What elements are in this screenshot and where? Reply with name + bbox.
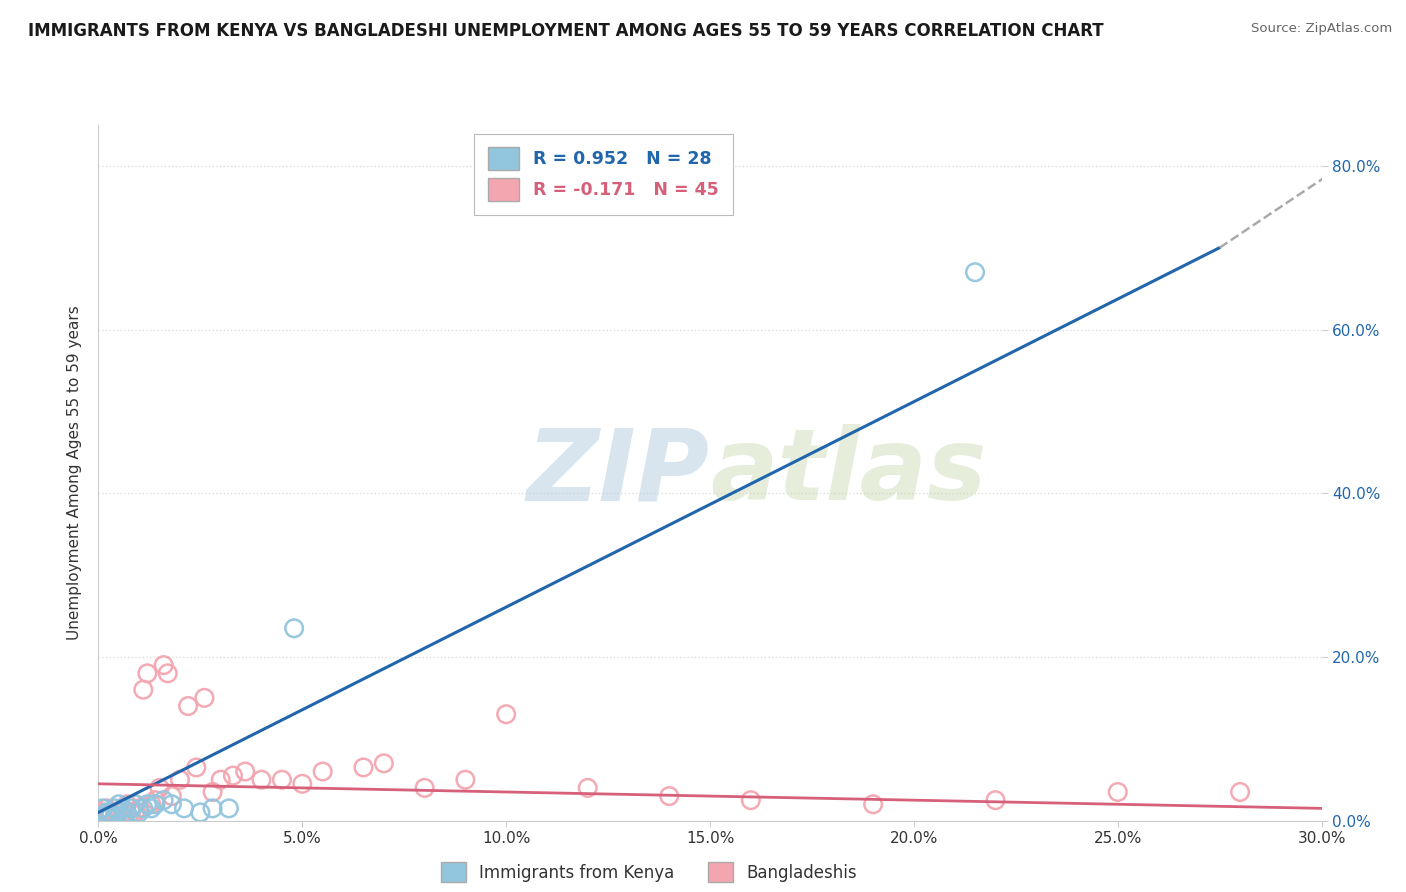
- Point: [149, 780, 172, 795]
- Point: [156, 666, 179, 681]
- Point: [124, 805, 146, 820]
- Point: [576, 780, 599, 795]
- Point: [108, 797, 131, 812]
- Point: [111, 801, 134, 815]
- Point: [124, 797, 146, 812]
- Point: [1229, 785, 1251, 799]
- Point: [413, 780, 436, 795]
- Point: [104, 809, 127, 823]
- Point: [233, 764, 256, 779]
- Point: [96, 805, 118, 820]
- Point: [169, 772, 191, 787]
- Point: [141, 801, 163, 815]
- Point: [124, 797, 146, 812]
- Point: [188, 805, 212, 820]
- Legend: Immigrants from Kenya, Bangladeshis: Immigrants from Kenya, Bangladeshis: [434, 855, 863, 888]
- Point: [454, 772, 477, 787]
- Point: [373, 756, 395, 771]
- Point: [152, 658, 174, 673]
- Point: [965, 265, 987, 279]
- Point: [201, 801, 224, 815]
- Point: [100, 805, 122, 820]
- Point: [104, 801, 127, 815]
- Point: [96, 809, 118, 823]
- Point: [291, 777, 314, 791]
- Point: [352, 760, 374, 774]
- Point: [658, 789, 681, 803]
- Point: [160, 797, 183, 812]
- Point: [111, 809, 134, 823]
- Point: [111, 801, 134, 815]
- Point: [120, 805, 142, 820]
- Point: [201, 785, 224, 799]
- Point: [136, 797, 159, 812]
- Point: [145, 797, 167, 812]
- Point: [128, 801, 150, 815]
- Point: [270, 772, 294, 787]
- Point: [128, 805, 150, 820]
- Point: [186, 760, 208, 774]
- Point: [283, 621, 305, 635]
- Point: [115, 797, 138, 812]
- Text: Source: ZipAtlas.com: Source: ZipAtlas.com: [1251, 22, 1392, 36]
- Point: [740, 793, 762, 807]
- Point: [173, 801, 195, 815]
- Point: [250, 772, 273, 787]
- Text: ZIP: ZIP: [527, 425, 710, 521]
- Point: [193, 690, 215, 705]
- Point: [495, 707, 517, 722]
- Point: [152, 793, 174, 807]
- Point: [177, 699, 200, 714]
- Point: [96, 801, 118, 815]
- Point: [984, 793, 1007, 807]
- Text: atlas: atlas: [710, 425, 987, 521]
- Text: IMMIGRANTS FROM KENYA VS BANGLADESHI UNEMPLOYMENT AMONG AGES 55 TO 59 YEARS CORR: IMMIGRANTS FROM KENYA VS BANGLADESHI UNE…: [28, 22, 1104, 40]
- Point: [145, 793, 167, 807]
- Point: [141, 797, 163, 812]
- Point: [91, 809, 114, 823]
- Point: [91, 805, 114, 820]
- Point: [1107, 785, 1129, 799]
- Point: [100, 809, 122, 823]
- Point: [91, 801, 114, 815]
- Point: [96, 809, 118, 823]
- Point: [108, 805, 131, 820]
- Point: [136, 666, 159, 681]
- Point: [312, 764, 335, 779]
- Y-axis label: Unemployment Among Ages 55 to 59 years: Unemployment Among Ages 55 to 59 years: [66, 305, 82, 640]
- Point: [132, 682, 155, 697]
- Point: [104, 809, 127, 823]
- Point: [115, 805, 138, 820]
- Point: [100, 805, 122, 820]
- Point: [108, 805, 131, 820]
- Point: [218, 801, 240, 815]
- Point: [209, 772, 232, 787]
- Point: [132, 801, 155, 815]
- Point: [222, 769, 245, 783]
- Point: [120, 801, 142, 815]
- Point: [91, 809, 114, 823]
- Point: [160, 789, 183, 803]
- Point: [862, 797, 884, 812]
